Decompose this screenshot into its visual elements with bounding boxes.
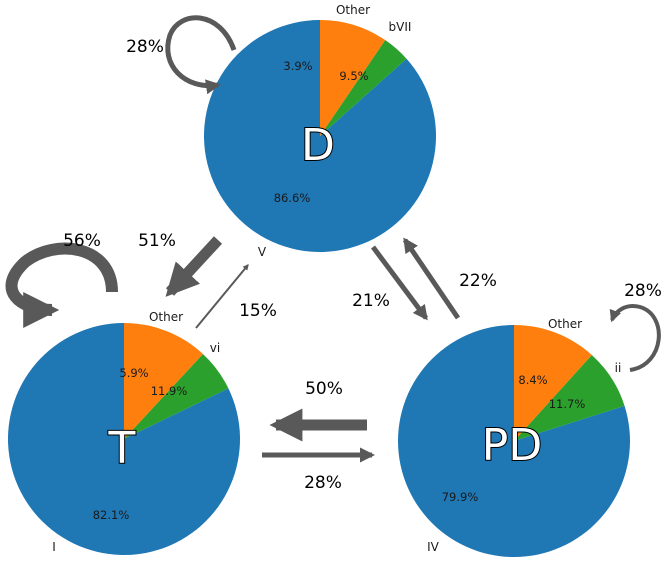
pie-pct-t-other: 5.9%	[119, 366, 148, 380]
pie-pct-d-v: 86.6%	[274, 191, 311, 205]
pie-slice-t-other	[124, 354, 229, 439]
pie-pct-t-i: 82.1%	[93, 508, 130, 522]
node-d: 86.6% 3.9% 9.5% V Other bVII D	[204, 3, 437, 259]
pie-cat-d-bvii: bVII	[389, 20, 412, 34]
pie-cat-pd-ii: ii	[615, 361, 622, 375]
edge-label-pd-to-d: 22%	[459, 271, 497, 291]
pie-cat-pd-other: Other	[548, 317, 582, 331]
pie-pct-d-other: 3.9%	[283, 59, 312, 73]
pie-slice-t-i	[8, 323, 241, 556]
edge-label-d-to-t: 51%	[138, 231, 176, 251]
pie-pct-pd-other: 8.4%	[518, 373, 547, 387]
pie-cat-t-vi: vi	[210, 341, 220, 355]
node-d-title: D	[301, 120, 335, 171]
arrow-t-to-t	[5, 242, 118, 328]
pie-pct-pd-ii: 11.7%	[549, 397, 586, 411]
node-pd-title: PD	[482, 420, 542, 471]
transitions: 28% 56% 28% 51% 15% 21% 22% 50% 28%	[5, 15, 662, 493]
arrow-pd-to-d	[402, 237, 461, 320]
node-d-pie	[204, 20, 437, 252]
pie-pct-d-bvii: 9.5%	[339, 69, 368, 83]
pie-slice-d-bvii	[320, 20, 386, 136]
pie-cat-t-i: I	[52, 540, 56, 554]
pie-cat-t-other: Other	[149, 310, 183, 324]
edge-label-t-to-t: 56%	[63, 231, 101, 251]
edge-label-pd-to-t: 50%	[305, 379, 343, 399]
pie-cat-d-other: Other	[336, 3, 370, 17]
edge-label-pd-to-pd: 28%	[624, 281, 662, 301]
node-t-title: T	[108, 423, 136, 474]
edge-label-d-to-d: 28%	[126, 37, 164, 57]
pie-cat-pd-iv: IV	[427, 540, 440, 554]
pie-pct-t-vi: 11.9%	[151, 384, 188, 398]
arrow-t-to-d	[195, 264, 249, 329]
arrow-pd-to-pd	[609, 304, 661, 372]
node-t-pie	[8, 322, 241, 556]
node-t: 82.1% 5.9% 11.9% I Other vi T	[8, 310, 241, 556]
node-pd-pie	[398, 325, 631, 557]
arrow-d-to-d	[165, 15, 237, 95]
edge-label-t-to-d: 15%	[239, 301, 277, 321]
pie-cat-d-v: V	[258, 245, 267, 259]
node-pd: 79.9% 8.4% 11.7% IV Other ii PD	[398, 317, 631, 557]
pie-slice-pd-iv	[398, 325, 631, 557]
edge-label-d-to-pd: 21%	[352, 291, 390, 311]
arrow-d-to-t	[165, 236, 223, 297]
pie-pct-pd-iv: 79.9%	[442, 490, 479, 504]
edge-label-t-to-pd: 28%	[304, 473, 342, 493]
pie-slice-pd-ii	[514, 325, 592, 441]
pie-slice-pd-other	[514, 354, 625, 441]
arrow-d-to-pd	[370, 245, 429, 321]
pie-slice-t-vi	[124, 322, 203, 439]
pie-slice-d-v	[204, 20, 437, 252]
pie-slice-d-other	[320, 40, 407, 137]
